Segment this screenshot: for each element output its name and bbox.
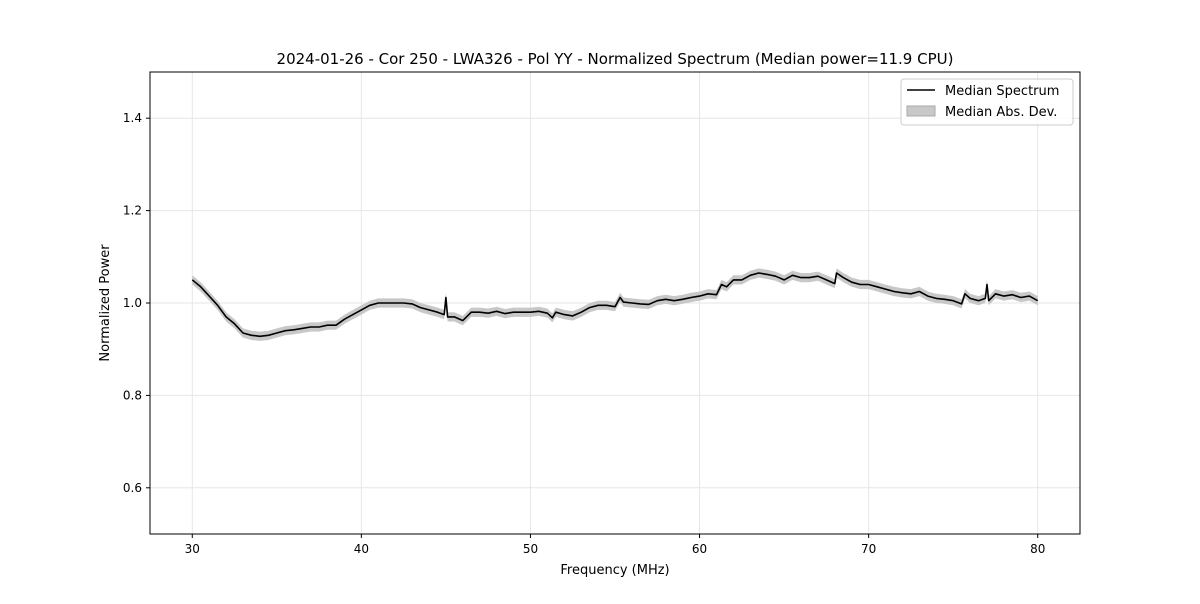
y-axis-label: Normalized Power: [98, 244, 113, 362]
x-tick-label: 40: [354, 542, 369, 556]
x-tick-label: 70: [861, 542, 876, 556]
x-tick-label: 80: [1030, 542, 1045, 556]
ticks: 30 40 50 60 70 80 0.6 0.8 1.0 1.2 1.4: [123, 111, 1045, 556]
y-tick-label: 1.4: [123, 111, 142, 125]
median-spectrum-line: [191, 272, 1039, 338]
legend-label-median: Median Spectrum: [945, 84, 1059, 99]
legend-band-swatch: [906, 105, 936, 117]
y-tick-label: 1.2: [123, 204, 142, 218]
x-tick-label: 50: [523, 542, 538, 556]
legend-label-mad: Median Abs. Dev.: [945, 105, 1057, 120]
x-tick-label: 60: [692, 542, 707, 556]
legend: Median Spectrum Median Abs. Dev.: [900, 78, 1074, 126]
x-tick-label: 30: [185, 542, 200, 556]
y-tick-label: 0.8: [123, 388, 142, 402]
x-axis-label: Frequency (MHz): [560, 563, 669, 578]
y-tick-label: 1.0: [123, 296, 142, 310]
y-tick-label: 0.6: [123, 481, 142, 495]
chart-title: 2024-01-26 - Cor 250 - LWA326 - Pol YY -…: [277, 50, 954, 68]
mad-band: [192, 268, 1038, 341]
